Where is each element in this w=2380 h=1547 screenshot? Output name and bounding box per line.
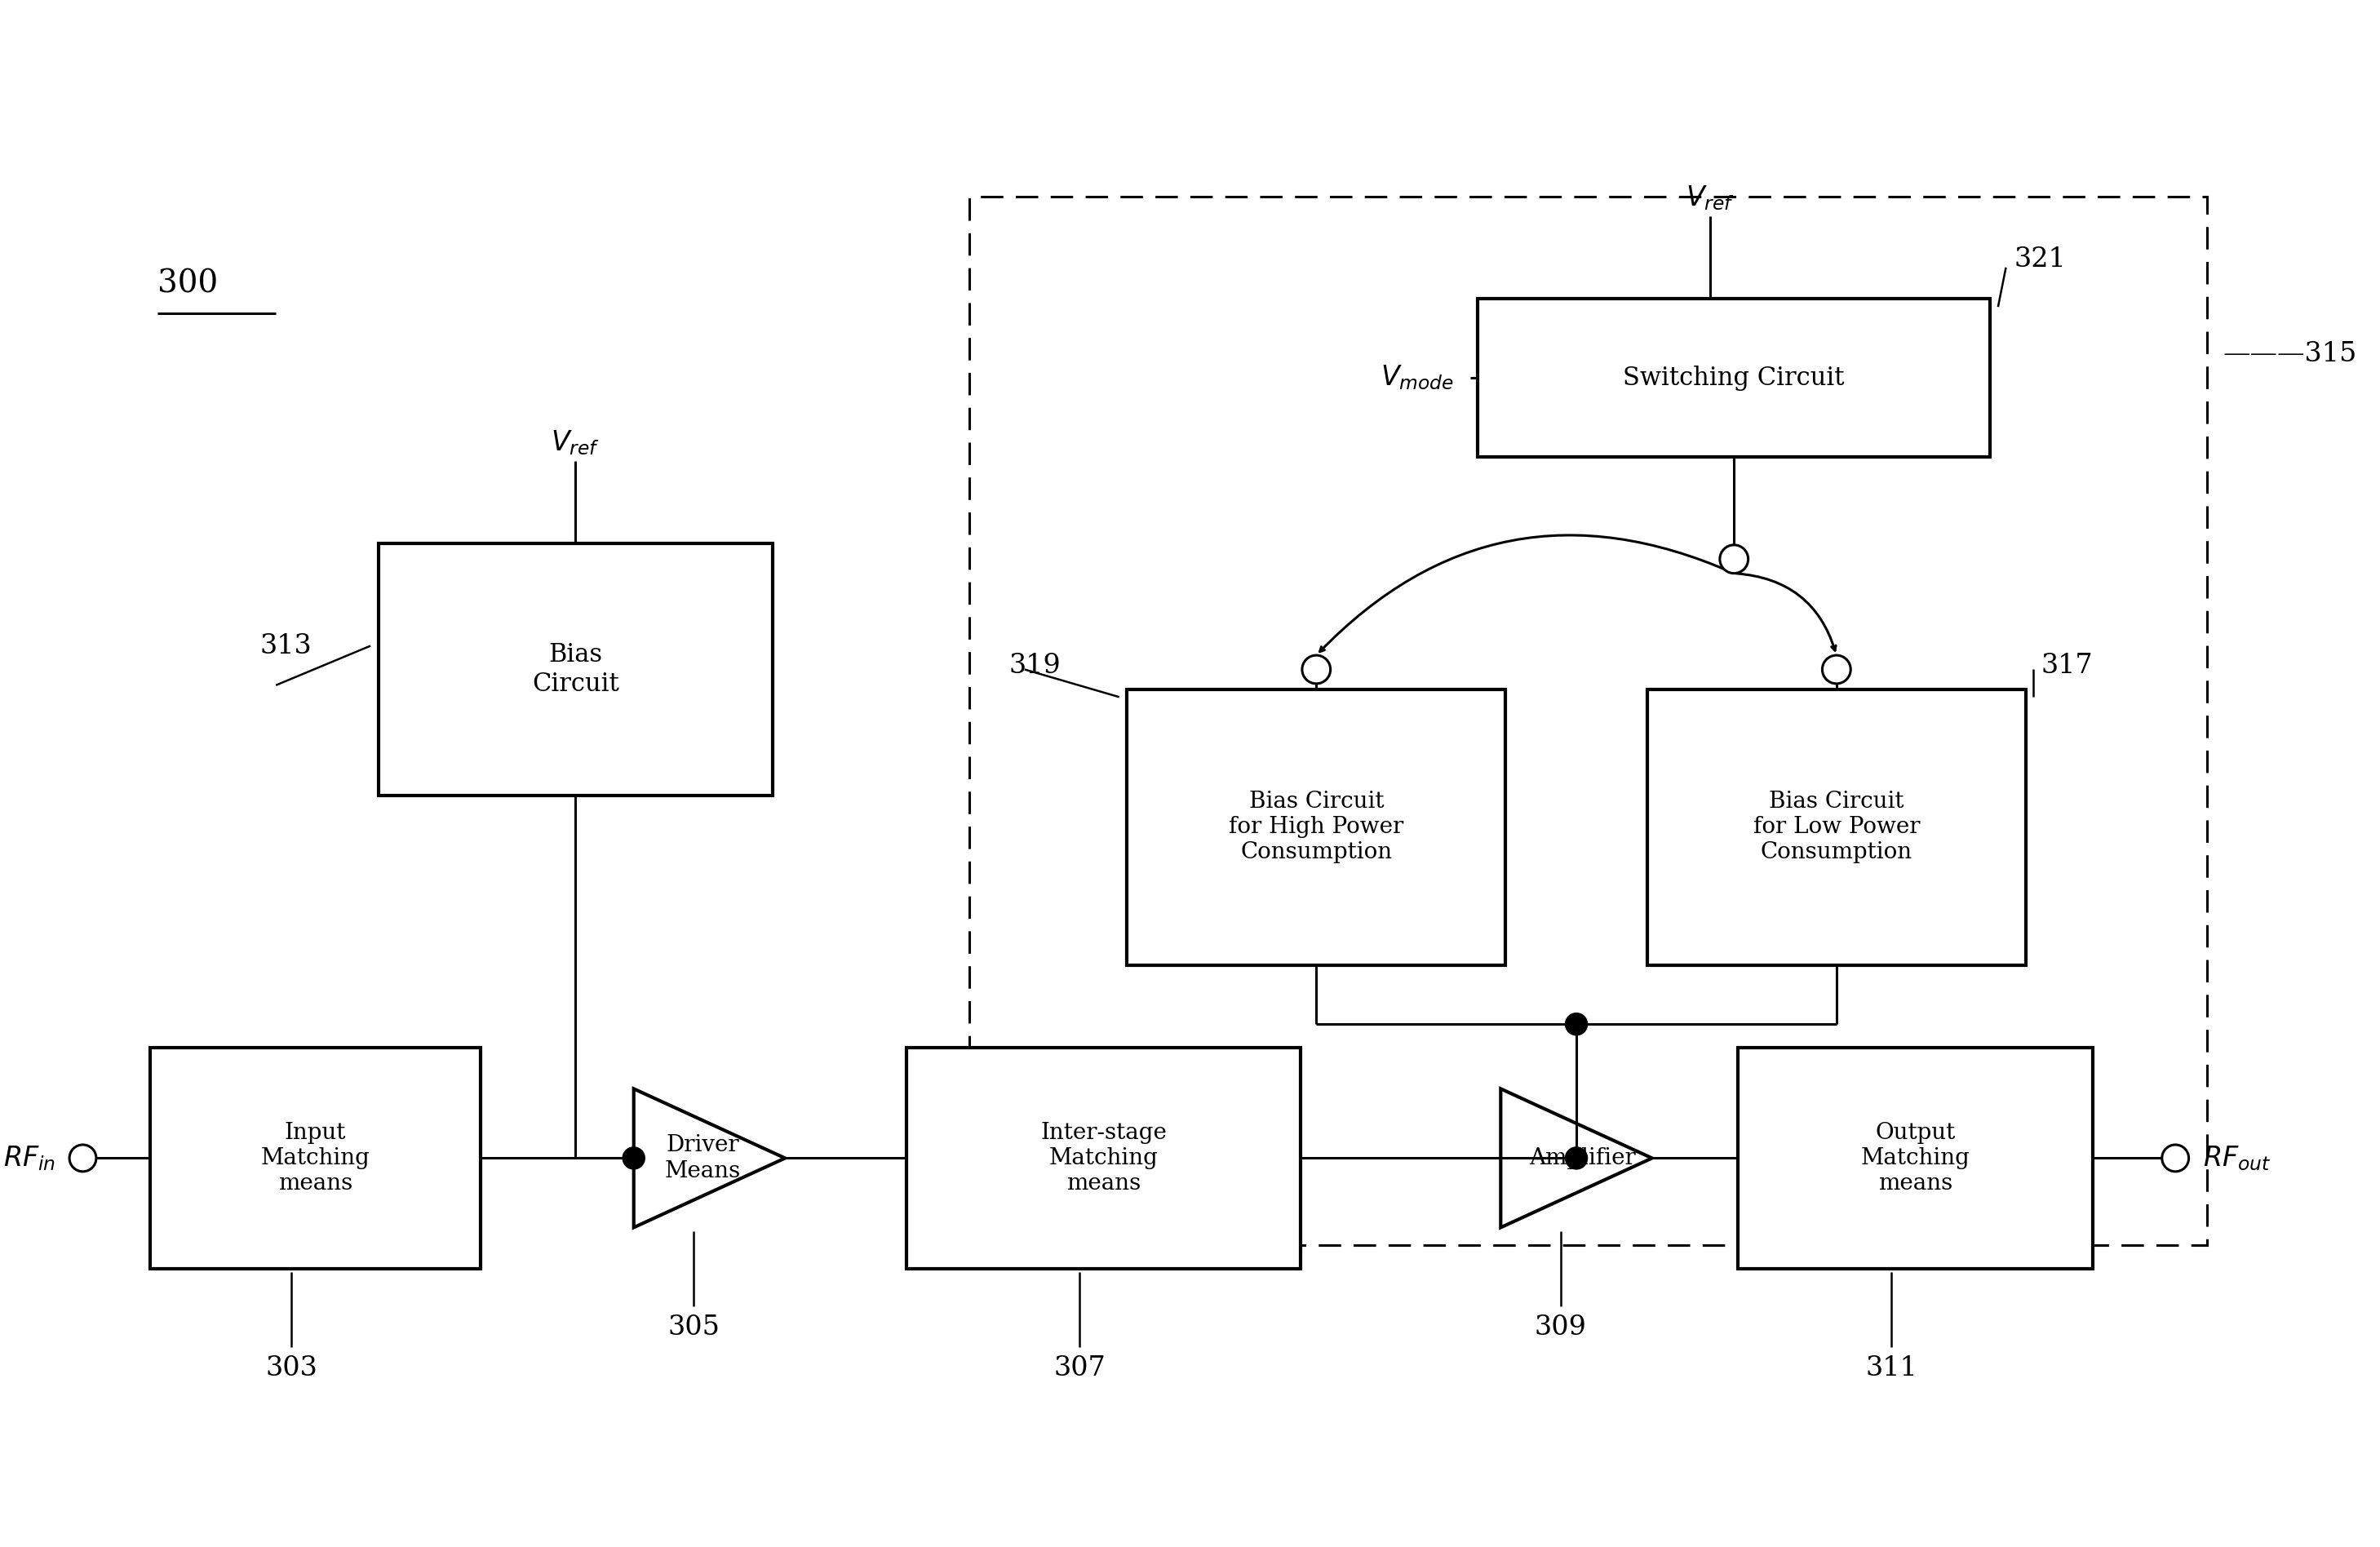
Text: Switching Circuit: Switching Circuit — [1623, 365, 1844, 390]
Text: ———315: ———315 — [2223, 342, 2356, 367]
Circle shape — [1566, 1146, 1587, 1170]
Text: 303: 303 — [267, 1355, 317, 1381]
Text: Inter-stage
Matching
means: Inter-stage Matching means — [1040, 1122, 1166, 1194]
Text: Bias
Circuit: Bias Circuit — [531, 642, 619, 696]
Circle shape — [1721, 545, 1749, 574]
Circle shape — [69, 1145, 95, 1171]
Text: 311: 311 — [1866, 1355, 1918, 1381]
Text: 317: 317 — [2042, 653, 2094, 679]
Text: 313: 313 — [259, 633, 312, 659]
Text: 305: 305 — [666, 1315, 719, 1340]
Text: 319: 319 — [1009, 653, 1061, 679]
Text: $V_{mode}$: $V_{mode}$ — [1380, 364, 1454, 391]
Circle shape — [624, 1146, 645, 1170]
Bar — [907, 1047, 1299, 1269]
Bar — [1128, 688, 1507, 965]
Bar — [150, 1047, 481, 1269]
Text: Input
Matching
means: Input Matching means — [262, 1122, 369, 1194]
Text: Driver
Means: Driver Means — [664, 1134, 740, 1182]
Text: $V_{ref}$: $V_{ref}$ — [1685, 184, 1735, 212]
Text: $V_{ref}$: $V_{ref}$ — [550, 429, 600, 456]
Bar — [1647, 688, 2025, 965]
Circle shape — [1566, 1013, 1587, 1035]
Bar — [1737, 1047, 2092, 1269]
Text: $RF_{out}$: $RF_{out}$ — [2204, 1143, 2271, 1173]
Bar — [969, 196, 2206, 1245]
Text: 307: 307 — [1054, 1355, 1107, 1381]
Circle shape — [2161, 1145, 2190, 1171]
Text: Amplifier: Amplifier — [1530, 1148, 1635, 1170]
Text: $RF_{in}$: $RF_{in}$ — [2, 1143, 55, 1173]
Circle shape — [1823, 656, 1852, 684]
Bar — [1478, 299, 1990, 456]
Text: Bias Circuit
for Low Power
Consumption: Bias Circuit for Low Power Consumption — [1754, 791, 1921, 863]
Text: 309: 309 — [1535, 1315, 1587, 1340]
Bar — [378, 543, 774, 795]
Text: Bias Circuit
for High Power
Consumption: Bias Circuit for High Power Consumption — [1228, 791, 1404, 863]
Text: 321: 321 — [2013, 246, 2066, 272]
Circle shape — [1302, 656, 1330, 684]
Text: 300: 300 — [157, 269, 219, 299]
Text: Output
Matching
means: Output Matching means — [1861, 1122, 1971, 1194]
